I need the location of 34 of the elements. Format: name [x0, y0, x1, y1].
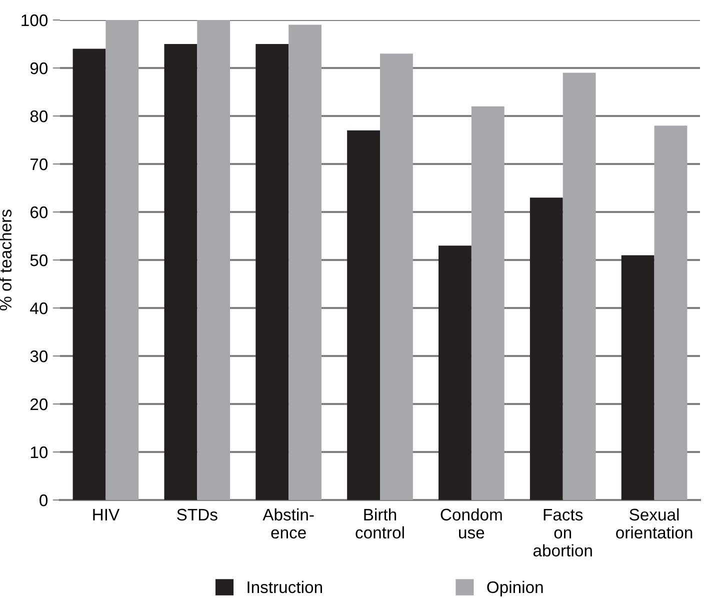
y-tick-label: 10	[30, 446, 48, 458]
y-tick-label: 80	[30, 110, 48, 122]
x-tick-label: Birth control	[356, 508, 404, 539]
bar	[654, 126, 688, 500]
x-tick-label: STDs	[177, 508, 218, 521]
bar	[256, 44, 289, 500]
bar	[471, 106, 504, 500]
bar	[197, 20, 230, 500]
bar	[106, 20, 139, 500]
x-tick-label: Abstin- ence	[262, 508, 314, 539]
bar	[72, 48, 106, 500]
x-tick-label: Facts on abortion	[533, 508, 592, 556]
y-tick-label: 90	[30, 62, 48, 74]
y-tick-label: 30	[30, 350, 48, 362]
y-tick-label: 0	[40, 494, 48, 506]
legend-label: Instruction	[248, 580, 322, 594]
x-tick-label: Condom use	[440, 508, 502, 539]
x-tick-label: Sexual orientation	[616, 508, 692, 539]
bar	[288, 24, 322, 500]
y-tick-label: 40	[30, 302, 48, 314]
y-tick-label: 60	[30, 206, 48, 218]
y-tick-label: 20	[30, 398, 48, 410]
bar	[164, 44, 198, 500]
y-tick-label: 50	[30, 254, 48, 266]
bar	[438, 246, 472, 500]
y-tick-label: 70	[30, 158, 48, 170]
bar	[347, 130, 380, 500]
x-tick-label: HIV	[93, 508, 120, 520]
y-tick-label: 100	[22, 14, 48, 26]
bar	[380, 54, 413, 500]
bar	[530, 198, 563, 500]
legend-label: Opinion	[487, 580, 543, 596]
bar	[562, 72, 596, 500]
bar	[621, 255, 654, 500]
